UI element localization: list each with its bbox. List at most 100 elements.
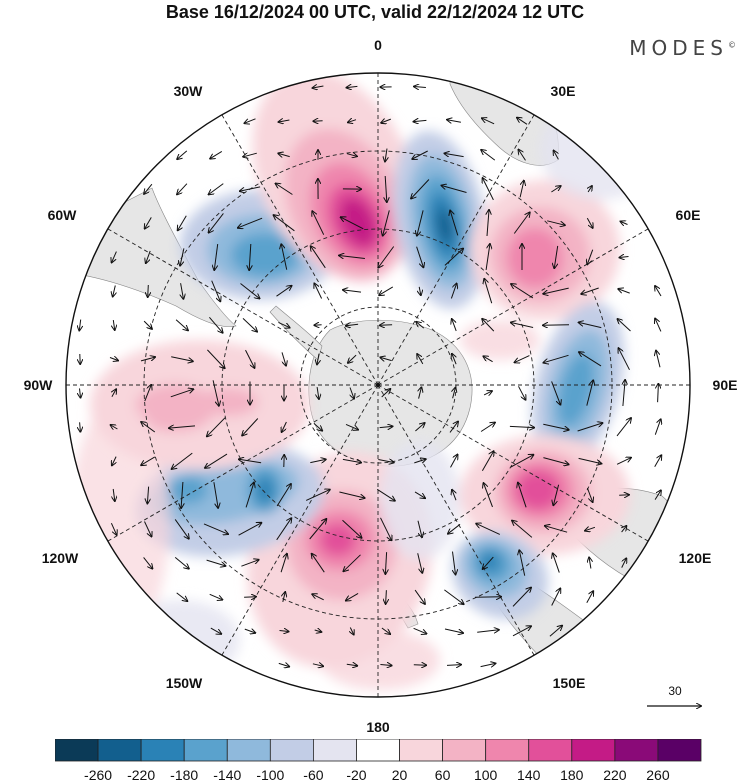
wind-vector [276, 184, 293, 195]
wind-vectors [79, 86, 661, 667]
wind-vector [211, 280, 221, 302]
wind-vector [380, 357, 392, 360]
wind-vector [240, 283, 260, 299]
wind-vector [174, 557, 189, 568]
wind-vector [476, 524, 501, 535]
wind-vector [380, 325, 393, 326]
wind-vector [450, 284, 456, 299]
wind-vector [143, 557, 153, 568]
wind-vector [238, 523, 262, 536]
label-120e: 120E [679, 550, 712, 566]
wind-vector [444, 628, 463, 633]
wind-vector [348, 120, 357, 123]
colorbar-bin [485, 739, 530, 762]
wind-vector [417, 210, 424, 235]
wind-vector [581, 287, 599, 294]
wind-vector [212, 380, 219, 405]
wind-vector [616, 418, 631, 437]
wind-vector [238, 217, 263, 228]
colorbar-tick: -140 [213, 767, 241, 783]
wind-vector [278, 321, 289, 327]
wind-vector [276, 484, 291, 507]
wind-vector [509, 426, 534, 427]
colorbar-bin [571, 739, 616, 762]
wind-vector [344, 554, 361, 571]
wind-vector [245, 118, 256, 123]
wind-vector [623, 380, 625, 407]
wind-vector [141, 422, 156, 433]
wind-vector [450, 211, 459, 236]
wind-vector [381, 627, 390, 634]
wind-vector [209, 183, 224, 195]
wind-vector [210, 627, 221, 634]
wind-vector [554, 151, 559, 160]
label-0: 0 [374, 37, 382, 53]
colorbar-tick: 220 [603, 767, 627, 783]
wind-vector [618, 319, 631, 332]
wind-vector [317, 353, 319, 365]
wind-vector [281, 244, 288, 270]
wind-vector [317, 387, 319, 399]
wind-vector [579, 352, 602, 367]
wind-vector [414, 87, 426, 88]
wind-vector [414, 459, 425, 463]
wind-vector [244, 629, 255, 633]
wind-vector [444, 153, 464, 156]
wind-vector [414, 589, 425, 604]
wind-vector [381, 119, 391, 123]
wind-vector [380, 517, 392, 540]
wind-vector [586, 380, 593, 406]
wind-vector [279, 120, 290, 122]
wind-vector [177, 150, 188, 159]
wind-vector [385, 148, 387, 162]
wind-vector [452, 354, 457, 365]
wind-vector [543, 287, 569, 294]
wind-vector [518, 386, 526, 399]
wind-vector [376, 488, 395, 500]
wind-vector [547, 220, 565, 225]
wind-vector [586, 487, 592, 502]
label-150w: 150W [166, 675, 203, 691]
logo-mark: © [728, 40, 736, 50]
wind-vector [453, 551, 456, 575]
wind-vector [113, 320, 114, 330]
label-120w: 120W [42, 550, 79, 566]
wind-vector [181, 283, 184, 299]
wind-vector [172, 452, 193, 469]
wind-vector [176, 592, 188, 601]
wind-vector [588, 186, 592, 193]
colorbar-bin [55, 739, 99, 762]
colorbar-bin [312, 739, 357, 762]
wind-vector [519, 550, 526, 576]
wind-vector [654, 455, 662, 467]
anomaly-field [70, 73, 660, 690]
wind-vector [206, 559, 226, 566]
wind-vector [511, 323, 534, 328]
wind-vector [412, 150, 428, 159]
colorbar-tick: 60 [435, 767, 451, 783]
colorbar-bin [140, 739, 185, 762]
wind-vector [178, 215, 187, 231]
wind-vector [276, 518, 292, 541]
wind-vector [180, 248, 185, 265]
wind-vector [386, 590, 387, 604]
wind-vector [482, 319, 495, 332]
wind-vector [348, 354, 357, 363]
colorbar-tick: 140 [517, 767, 541, 783]
logo-text: MODES [629, 36, 728, 60]
south-pole-dot [376, 383, 380, 387]
wind-vector [245, 349, 255, 368]
wind-vector [112, 389, 116, 397]
wind-vector [278, 663, 289, 666]
wind-vector [314, 284, 323, 299]
wind-vector [586, 217, 592, 228]
wind-vector [241, 560, 258, 567]
label-180: 180 [366, 719, 390, 735]
wind-vector [210, 150, 223, 158]
wind-vector [341, 217, 364, 230]
wind-vector [140, 357, 155, 362]
wind-vector [549, 626, 562, 637]
wind-vector [350, 387, 354, 399]
wind-vector [483, 178, 494, 201]
wind-vector [446, 665, 461, 666]
